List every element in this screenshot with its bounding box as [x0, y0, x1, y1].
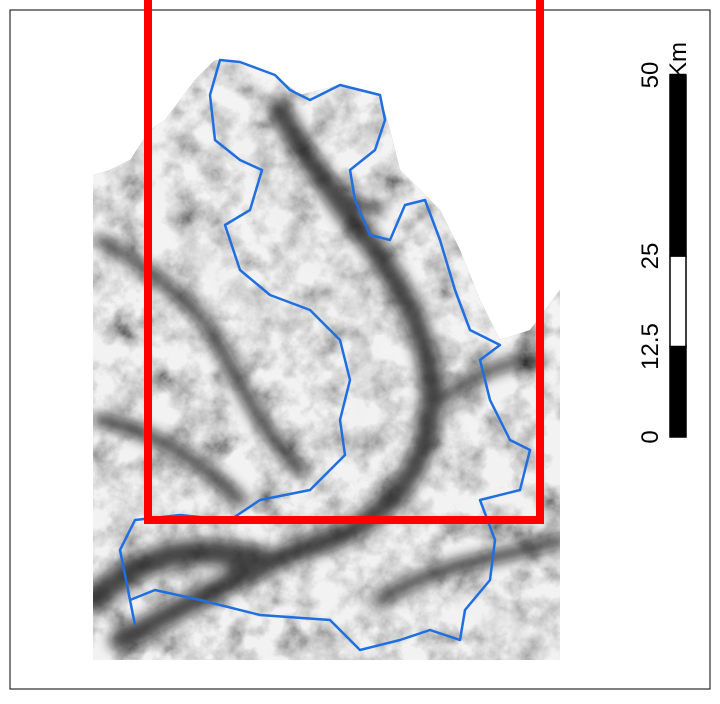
scale-tick-label: 12.5	[637, 323, 664, 370]
scale-tick-label: 50	[637, 62, 664, 89]
scale-segment	[670, 256, 686, 347]
scale-unit: Km	[665, 42, 692, 78]
scale-segment	[670, 75, 686, 256]
page: {"scale_bar": {"ticks": [0, 12.5, 25, 50…	[0, 0, 720, 699]
map-figure: 0 12.5 25 50 Km	[0, 0, 720, 699]
scale-tick-label: 0	[637, 430, 664, 443]
scale-segment	[670, 347, 686, 438]
scale-tick-label: 25	[637, 243, 664, 270]
